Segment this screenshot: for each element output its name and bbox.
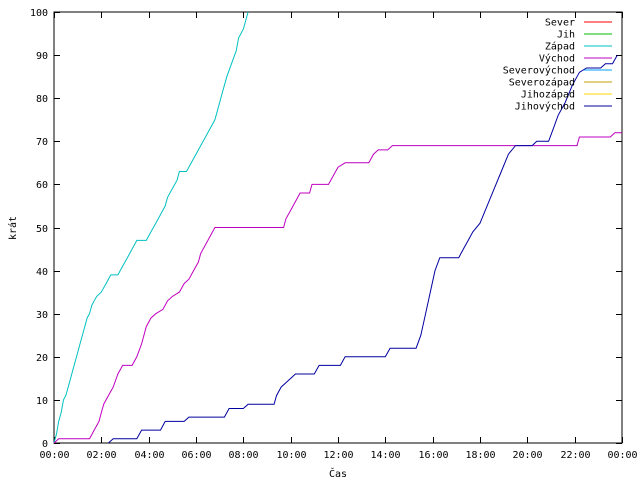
series-line [53,11,249,444]
x-tick-label: 08:00 [228,450,258,461]
legend-label: Severovýchod [503,65,575,77]
series-line [108,54,618,444]
x-tick-label: 04:00 [134,450,164,461]
y-axis-label: krát [7,216,19,240]
legend: SeverJihZápadVýchodSeverovýchodSeverozáp… [503,18,612,113]
y-tick-label: 80 [36,94,48,105]
legend-label: Sever [545,18,575,29]
y-tick-label: 40 [36,267,48,278]
y-tick-label: 50 [36,224,48,235]
x-tick-label: 22:00 [560,450,590,461]
y-tick-label: 20 [36,353,48,364]
y-tick-label: 70 [36,137,48,148]
y-tick-label: 10 [36,396,48,407]
x-tick-label: 02:00 [86,450,116,461]
x-tick-label: 16:00 [418,450,448,461]
x-tick-label: 12:00 [323,450,353,461]
x-tick-label: 14:00 [370,450,400,461]
legend-label: Východ [539,53,575,65]
y-tick-label: 60 [36,180,48,191]
series-lines [53,11,622,444]
y-tick-label: 30 [36,310,48,321]
x-tick-label: 06:00 [181,450,211,461]
y-tick-label: 90 [36,51,48,62]
x-axis-label: Čas [329,467,347,480]
legend-label: Jihovýchod [515,101,575,113]
y-tick-label: 0 [42,439,48,450]
legend-label: Západ [545,41,575,53]
x-tick-label: 18:00 [465,450,495,461]
x-tick-label: 10:00 [276,450,306,461]
x-tick-label: 00:00 [607,450,637,461]
series-line [53,132,622,444]
x-tick-label: 20:00 [512,450,542,461]
legend-label: Jih [557,30,575,41]
legend-label: Jihozápad [521,89,575,101]
y-tick-label: 100 [30,8,48,19]
x-tick-label: 00:00 [39,450,69,461]
legend-label: Severozápad [509,77,575,89]
axes-group: 0 10 20 30 40 50 60 70 80 90 100 00:00 02:00 04:00 06:… [30,8,638,461]
